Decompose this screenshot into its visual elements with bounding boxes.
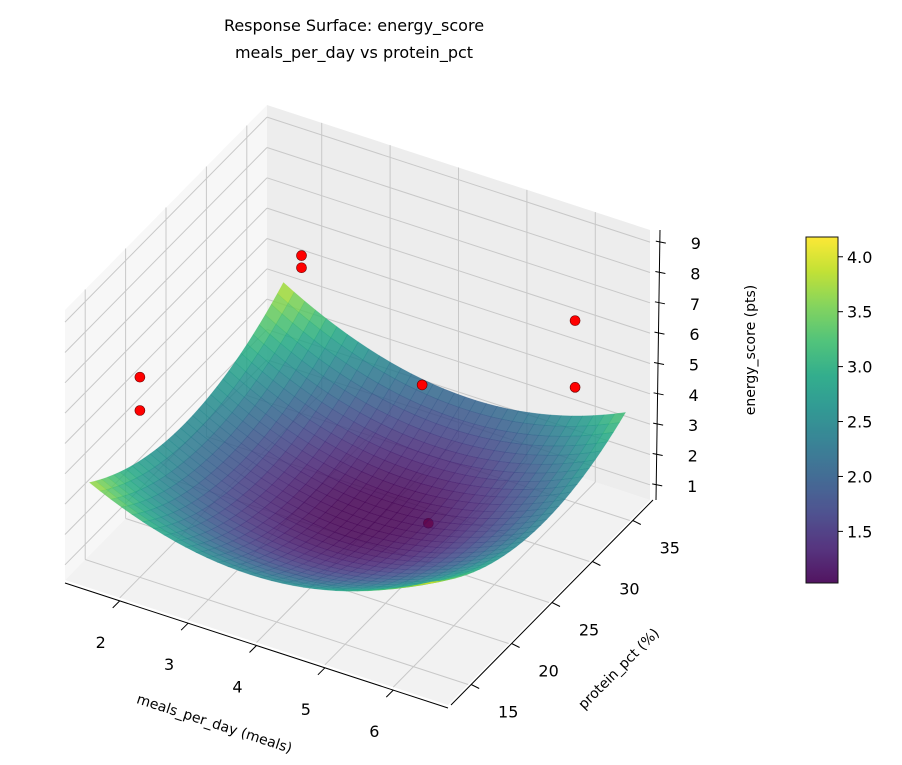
data-point xyxy=(296,250,307,261)
chart-title: Response Surface: energy_score xyxy=(224,16,484,36)
colorbar-tick-label: 2.0 xyxy=(847,467,872,486)
z-tick xyxy=(655,270,666,274)
gridline-z xyxy=(64,268,268,475)
z-tick-label: 8 xyxy=(690,264,700,283)
colorbar-tick-label: 3.0 xyxy=(847,358,872,377)
z-tick-label: 2 xyxy=(688,446,698,465)
z-tick xyxy=(652,483,663,487)
colorbar-tick-label: 4.0 xyxy=(847,248,872,267)
gridline-z xyxy=(64,116,268,323)
z-tick xyxy=(653,422,664,426)
data-point xyxy=(416,379,428,391)
x-tick xyxy=(317,667,326,676)
data-point xyxy=(134,371,146,383)
colorbar-tick-label: 2.5 xyxy=(847,413,872,432)
gridline-z xyxy=(266,268,651,395)
x-tick-label: 6 xyxy=(369,722,379,741)
z-tick xyxy=(652,453,663,456)
chart-subtitle: meals_per_day vs protein_pct xyxy=(235,43,473,63)
data-point xyxy=(296,262,307,274)
gridline-z xyxy=(266,207,651,334)
y-tick-label: 20 xyxy=(538,662,558,681)
colorbar-tick-label: 3.5 xyxy=(847,303,872,322)
y-tick xyxy=(551,602,561,607)
gridline-z xyxy=(64,298,268,505)
gridline-z xyxy=(64,177,268,384)
response-surface xyxy=(88,282,627,592)
x-tick xyxy=(249,645,257,653)
gridline-z xyxy=(64,207,268,414)
colorbar-gradient xyxy=(805,236,839,584)
y-tick-label: 30 xyxy=(619,580,639,599)
x-tick-label: 3 xyxy=(164,655,174,674)
y-tick xyxy=(511,643,520,648)
gridline-z xyxy=(64,147,268,353)
z-tick xyxy=(655,240,666,244)
gridline-z xyxy=(266,116,651,243)
colorbar: 1.5 2.0 2.5 3.0 3.5 4.0 xyxy=(805,236,872,584)
y-tick xyxy=(470,684,480,689)
z-tick-label: 1 xyxy=(687,477,697,496)
data-point xyxy=(134,405,146,416)
x-tick xyxy=(180,622,189,631)
z-tick xyxy=(653,392,664,396)
scatter-points xyxy=(134,250,581,416)
gridline-z xyxy=(266,146,651,273)
y-tick-label: 35 xyxy=(660,539,680,558)
y-tick-label: 25 xyxy=(579,621,599,640)
gridline-z xyxy=(64,329,268,535)
colorbar-tick-label: 1.5 xyxy=(847,522,872,541)
data-point xyxy=(569,382,581,393)
x-tick xyxy=(385,689,394,698)
x-tick-label: 4 xyxy=(232,678,242,697)
x-tick-label: 2 xyxy=(96,633,106,652)
z-tick-label: 3 xyxy=(688,416,698,435)
y-tick xyxy=(632,520,642,525)
z-axis-label: energy_score (pts) xyxy=(743,285,759,415)
z-tick-label: 5 xyxy=(689,355,699,374)
x-axis-label: meals_per_day (meals) xyxy=(135,691,294,756)
gridline-z xyxy=(266,298,651,425)
surface-patch xyxy=(420,581,438,585)
data-point xyxy=(569,315,581,326)
z-tick-label: 7 xyxy=(690,295,700,314)
z-tick xyxy=(654,331,665,335)
gridline-z xyxy=(266,238,651,364)
gridline-y xyxy=(85,559,469,685)
x-tick xyxy=(112,600,121,609)
gridline-z xyxy=(64,238,268,444)
z-tick xyxy=(653,361,665,365)
z-tick-label: 6 xyxy=(689,325,699,344)
z-tick-label: 4 xyxy=(688,386,698,405)
z-tick-label: 9 xyxy=(691,234,701,253)
z-axis-line xyxy=(655,229,661,501)
y-tick-label: 15 xyxy=(498,703,518,722)
gridline-z xyxy=(266,177,651,304)
z-tick xyxy=(654,301,666,305)
axes: 2 3 4 5 6 15 20 25 30 35 1 2 3 4 5 6 7 8 9 xyxy=(64,229,701,741)
y-tick xyxy=(592,561,601,566)
x-tick-label: 5 xyxy=(301,700,311,719)
